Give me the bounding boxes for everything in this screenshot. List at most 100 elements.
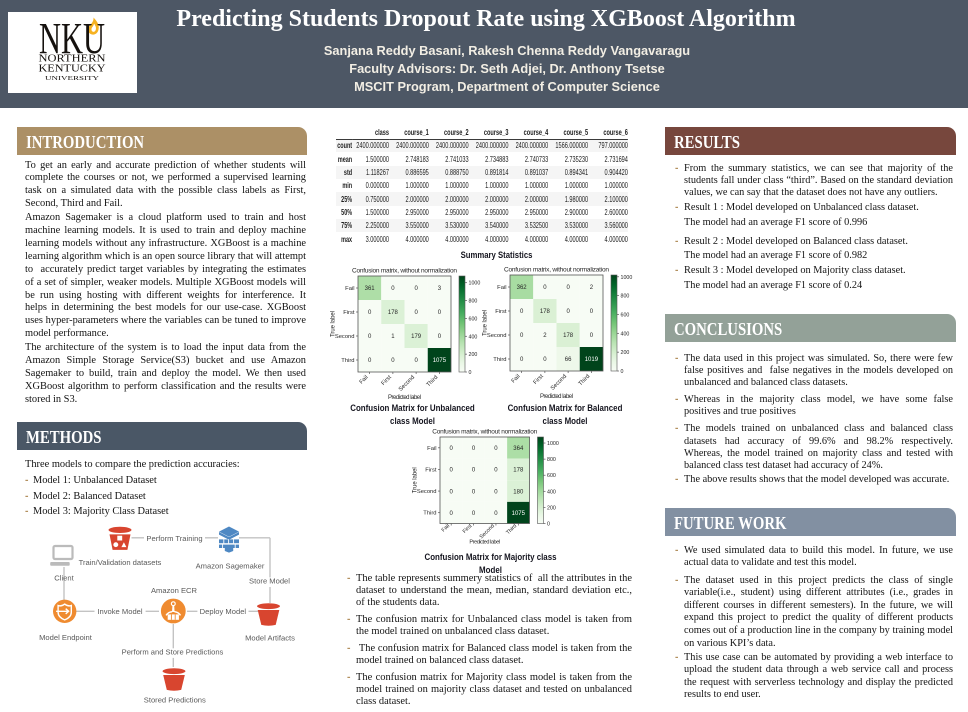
svg-text:200: 200 [469, 352, 478, 358]
svg-text:Stored Predictions: Stored Predictions [144, 696, 206, 705]
svg-text:600: 600 [621, 312, 630, 318]
svg-text:0: 0 [414, 358, 418, 364]
svg-text:Third: Third [578, 374, 592, 388]
svg-text:0: 0 [543, 357, 547, 363]
svg-text:Third: Third [426, 375, 440, 389]
svg-text:0: 0 [543, 285, 547, 291]
svg-text:Second: Second [487, 333, 507, 339]
svg-text:0: 0 [471, 489, 475, 495]
svg-text:400: 400 [547, 489, 556, 495]
svg-text:Deploy Model: Deploy Model [200, 607, 247, 616]
svg-text:Store Model: Store Model [249, 577, 290, 586]
svg-text:1: 1 [391, 334, 395, 340]
svg-text:1000: 1000 [469, 281, 481, 287]
svg-text:3: 3 [438, 286, 442, 292]
svg-text:Fail: Fail [497, 285, 506, 291]
svg-text:0: 0 [449, 446, 453, 452]
svg-text:Second: Second [550, 374, 568, 392]
svg-text:0: 0 [368, 334, 372, 340]
svg-text:UNIVERSITY: UNIVERSITY [45, 75, 100, 82]
svg-text:True label: True label [331, 311, 337, 337]
svg-text:178: 178 [513, 468, 524, 474]
svg-text:0: 0 [449, 489, 453, 495]
svg-text:0: 0 [494, 511, 498, 517]
svg-text:Model Endpoint: Model Endpoint [39, 633, 93, 642]
svg-text:66: 66 [565, 357, 572, 363]
svg-text:361: 361 [365, 286, 376, 292]
svg-text:800: 800 [621, 294, 630, 300]
svg-text:179: 179 [411, 334, 422, 340]
svg-text:Second: Second [416, 489, 436, 495]
svg-text:Predicted label: Predicted label [540, 394, 573, 400]
svg-text:First: First [343, 310, 355, 316]
svg-text:First: First [425, 467, 437, 473]
svg-text:Perform and Store Predictions: Perform and Store Predictions [122, 647, 224, 656]
svg-text:0: 0 [621, 369, 624, 375]
svg-text:Predicted label: Predicted label [388, 395, 421, 401]
svg-text:True label: True label [483, 310, 489, 336]
svg-text:First: First [495, 309, 507, 315]
svg-text:Invoke Model: Invoke Model [97, 607, 142, 616]
svg-text:600: 600 [469, 316, 478, 322]
svg-text:0: 0 [368, 358, 372, 364]
svg-text:Amazon ECR: Amazon ECR [151, 586, 198, 595]
svg-text:Third: Third [341, 358, 354, 364]
svg-text:800: 800 [547, 457, 556, 463]
svg-text:0: 0 [494, 468, 498, 474]
svg-text:Fail: Fail [511, 374, 522, 385]
svg-text:0: 0 [438, 334, 442, 340]
svg-text:0: 0 [391, 358, 395, 364]
svg-text:0: 0 [414, 310, 418, 316]
svg-text:First: First [381, 374, 393, 386]
svg-text:Third: Third [493, 357, 506, 363]
svg-text:0: 0 [469, 370, 472, 376]
svg-text:0: 0 [590, 309, 594, 315]
svg-text:First: First [533, 373, 545, 385]
svg-text:1019: 1019 [585, 357, 599, 363]
svg-text:0: 0 [471, 511, 475, 517]
svg-text:Second: Second [478, 523, 495, 540]
svg-text:180: 180 [513, 489, 524, 495]
svg-text:Predicted label: Predicted label [469, 540, 500, 546]
svg-text:1000: 1000 [547, 441, 559, 447]
svg-text:800: 800 [469, 299, 478, 305]
svg-text:True label: True label [412, 467, 418, 493]
svg-text:200: 200 [621, 350, 630, 356]
svg-text:2: 2 [590, 285, 594, 291]
svg-text:400: 400 [621, 331, 630, 337]
svg-text:362: 362 [517, 285, 528, 291]
svg-text:Fail: Fail [440, 523, 450, 533]
svg-text:0: 0 [566, 285, 570, 291]
svg-text:1075: 1075 [511, 511, 525, 517]
svg-text:Amazon Sagemaker: Amazon Sagemaker [196, 562, 265, 571]
svg-text:1000: 1000 [621, 275, 633, 281]
svg-text:Confusion matrix, without norm: Confusion matrix, without normalization [352, 268, 457, 275]
svg-text:First: First [461, 523, 473, 535]
svg-text:0: 0 [547, 522, 550, 528]
svg-text:Fail: Fail [345, 286, 354, 292]
svg-text:Third: Third [505, 523, 518, 536]
svg-text:0: 0 [471, 446, 475, 452]
svg-text:0: 0 [494, 446, 498, 452]
svg-text:0: 0 [520, 357, 524, 363]
svg-text:Second: Second [335, 334, 355, 340]
svg-text:0: 0 [494, 489, 498, 495]
svg-text:Fail: Fail [427, 446, 436, 452]
svg-text:Third: Third [423, 511, 436, 517]
svg-text:NORTHERN: NORTHERN [39, 53, 106, 64]
svg-text:0: 0 [520, 309, 524, 315]
svg-text:0: 0 [449, 511, 453, 517]
svg-text:400: 400 [469, 334, 478, 340]
svg-text:Second: Second [398, 375, 416, 393]
svg-text:NKU: NKU [39, 14, 105, 63]
svg-text:200: 200 [547, 505, 556, 511]
svg-text:2: 2 [543, 333, 547, 339]
svg-text:0: 0 [449, 468, 453, 474]
svg-text:0: 0 [438, 310, 442, 316]
svg-text:Fail: Fail [359, 375, 370, 386]
svg-text:Client: Client [54, 574, 74, 583]
svg-text:0: 0 [590, 333, 594, 339]
svg-text:Confusion matrix, without norm: Confusion matrix, without normalization [504, 267, 609, 274]
svg-text:Train/Validation datasets: Train/Validation datasets [79, 558, 162, 567]
svg-text:KENTUCKY: KENTUCKY [39, 63, 106, 74]
